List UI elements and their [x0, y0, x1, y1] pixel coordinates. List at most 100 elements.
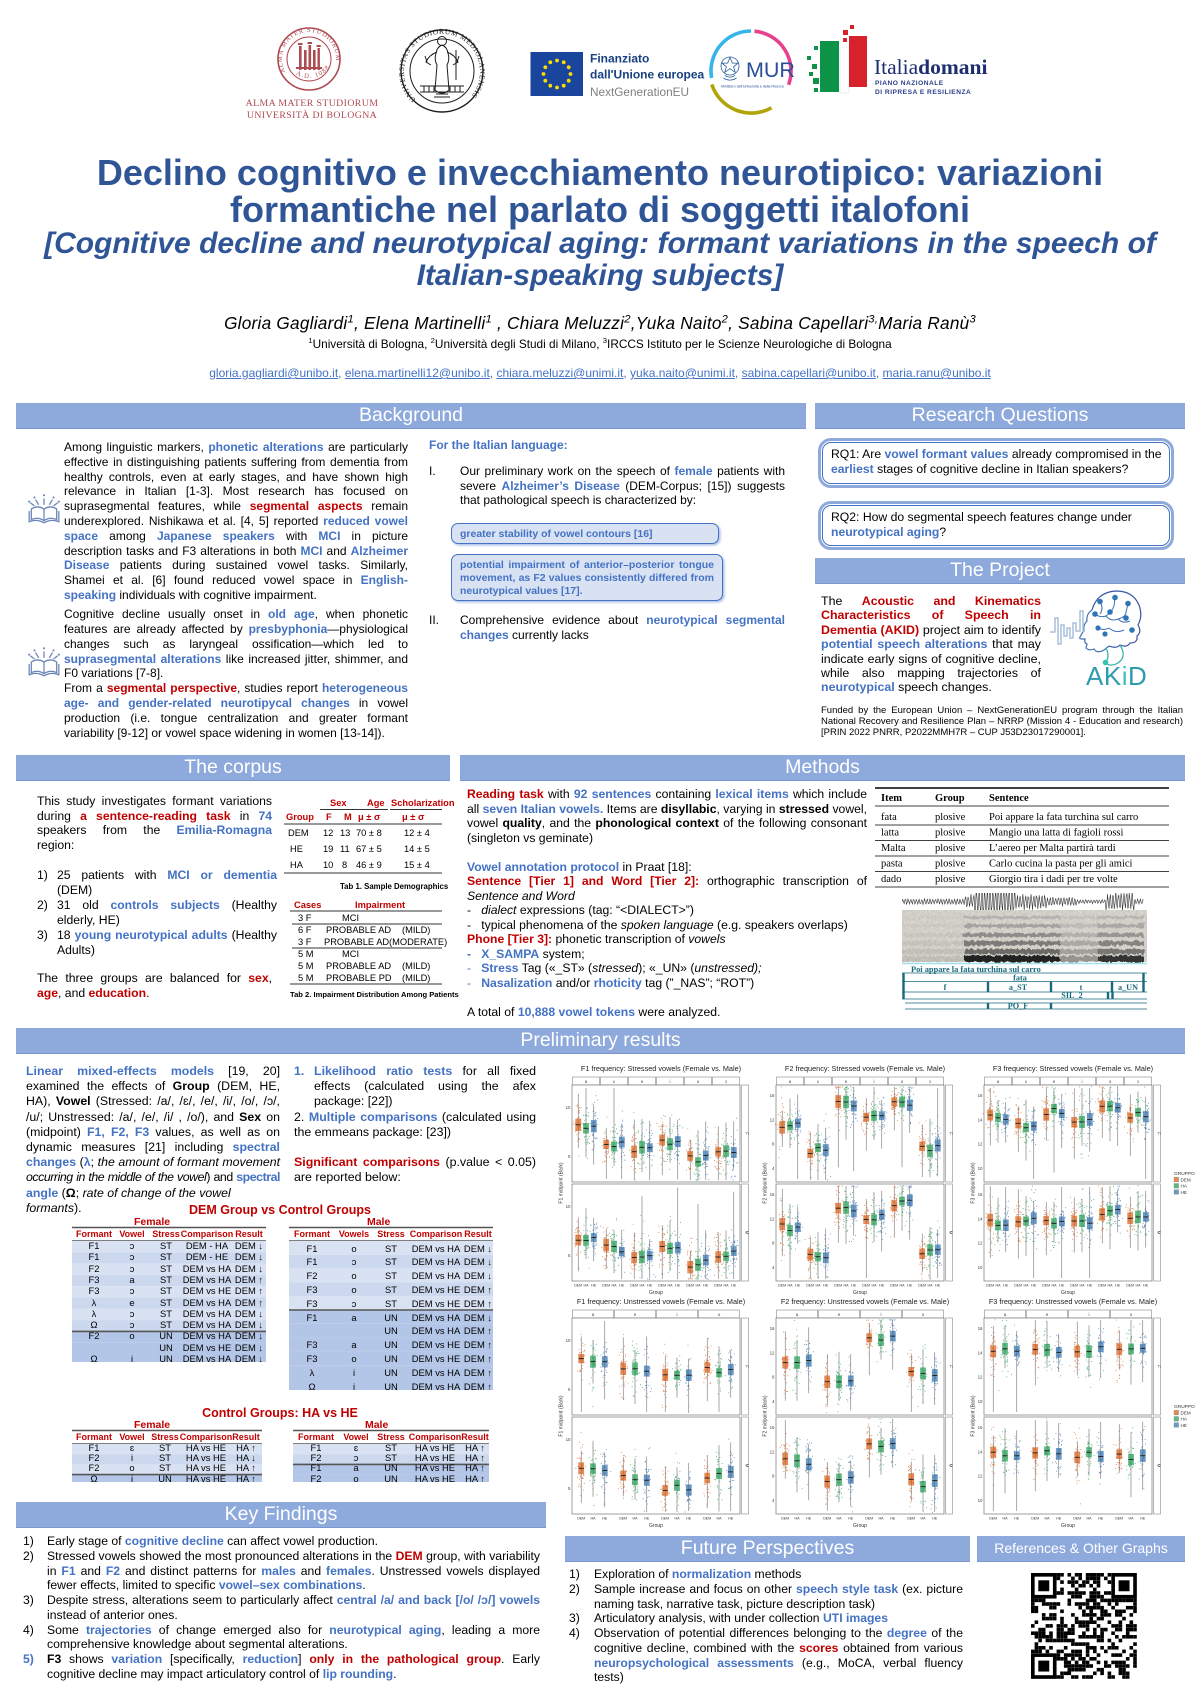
svg-text:HA ↑: HA ↑: [465, 1442, 485, 1453]
svg-text:Result: Result: [235, 1229, 262, 1239]
svg-text:F1: F1: [89, 1240, 100, 1251]
svg-text:Vowel: Vowel: [119, 1229, 144, 1239]
svg-text:HE: HE: [1115, 1284, 1121, 1288]
svg-text:HE: HE: [644, 1517, 650, 1521]
svg-text:DEM vs HE: DEM vs HE: [183, 1342, 231, 1353]
svg-text:a: a: [585, 1079, 588, 1084]
svg-text:HE: HE: [1059, 1284, 1065, 1288]
svg-text:HA vs HE: HA vs HE: [415, 1452, 455, 1463]
svg-text:DEM: DEM: [1031, 1517, 1039, 1521]
svg-text:DEM: DEM: [862, 1284, 870, 1288]
svg-text:DEM: DEM: [781, 1517, 789, 1521]
svg-text:DEM ↓: DEM ↓: [464, 1243, 492, 1254]
svg-text:HA ↓: HA ↓: [236, 1452, 256, 1463]
svg-text:F3: F3: [307, 1353, 318, 1364]
svg-text:fata: fata: [1013, 973, 1027, 982]
svg-text:ST: ST: [385, 1298, 397, 1309]
svg-text:ST: ST: [159, 1442, 171, 1453]
svg-text:i: i: [881, 1312, 882, 1317]
svg-text:HA ↑: HA ↑: [236, 1473, 256, 1482]
svg-text:ɛ: ɛ: [354, 1442, 359, 1453]
svg-text:Female: Female: [134, 1420, 170, 1431]
svg-text:GRUPPO: GRUPPO: [1174, 1171, 1195, 1177]
svg-text:Stress: Stress: [152, 1229, 179, 1239]
svg-text:Finanziato: Finanziato: [590, 52, 649, 66]
svg-text:F1: F1: [307, 1312, 318, 1323]
svg-text:ST: ST: [160, 1263, 172, 1274]
svg-text:DEM ↑: DEM ↑: [464, 1284, 492, 1295]
svg-text:F: F: [1157, 1365, 1162, 1368]
svg-text:HA: HA: [1108, 1284, 1114, 1288]
svg-text:o: o: [718, 1312, 721, 1317]
svg-text:a: a: [353, 1462, 359, 1473]
svg-text:HA: HA: [795, 1517, 801, 1521]
svg-text:ɔ: ɔ: [130, 1240, 135, 1251]
svg-text:HA vs HE: HA vs HE: [415, 1442, 455, 1453]
svg-text:Stress: Stress: [377, 1432, 404, 1442]
svg-text:DEM: DEM: [577, 1517, 585, 1521]
svg-text:Ω: Ω: [90, 1353, 97, 1362]
svg-text:o: o: [129, 1462, 134, 1473]
svg-text:F3: F3: [307, 1298, 318, 1309]
svg-text:Male: Male: [367, 1217, 390, 1228]
svg-text:o: o: [351, 1243, 356, 1254]
svg-text:UN: UN: [384, 1462, 398, 1473]
svg-text:HE: HE: [823, 1284, 829, 1288]
svg-text:14 ± 5: 14 ± 5: [404, 844, 430, 854]
svg-text:16: 16: [978, 1326, 983, 1331]
svg-text:HE: HE: [290, 844, 303, 854]
svg-text:i: i: [670, 1079, 671, 1084]
svg-text:ɔ: ɔ: [929, 1079, 932, 1084]
svg-text:DEM vs HA: DEM vs HA: [412, 1381, 461, 1390]
svg-text:DEM vs HA: DEM vs HA: [183, 1308, 232, 1319]
svg-text:12: 12: [978, 1142, 983, 1147]
svg-text:ST: ST: [385, 1270, 397, 1281]
svg-text:M: M: [745, 1231, 750, 1235]
svg-text:10: 10: [566, 1204, 571, 1209]
svg-text:DEM: DEM: [686, 1284, 694, 1288]
svg-text:DEM vs HE: DEM vs HE: [412, 1284, 460, 1295]
svg-text:e: e: [1053, 1079, 1056, 1084]
svg-text:HE: HE: [907, 1284, 913, 1288]
svg-text:HE: HE: [879, 1284, 885, 1288]
svg-text:DEM ↓: DEM ↓: [464, 1312, 492, 1323]
svg-text:3 F: 3 F: [298, 937, 312, 947]
svg-text:DEM ↓: DEM ↓: [235, 1240, 263, 1251]
svg-text:o: o: [351, 1284, 356, 1295]
svg-text:Group: Group: [286, 812, 314, 822]
svg-text:HA: HA: [696, 1284, 702, 1288]
svg-text:8: 8: [772, 1474, 775, 1479]
svg-text:Tab 2. Impairment Distribution: Tab 2. Impairment Distribution Among Pat…: [290, 990, 459, 999]
svg-text:HA: HA: [290, 860, 304, 870]
svg-text:10: 10: [566, 1338, 571, 1343]
svg-text:PO_F: PO_F: [1008, 1001, 1028, 1010]
svg-text:i: i: [353, 1381, 355, 1390]
svg-text:ST: ST: [385, 1256, 397, 1267]
svg-text:plosive: plosive: [935, 812, 966, 823]
svg-text:DEM: DEM: [703, 1517, 711, 1521]
svg-text:Cases: Cases: [294, 900, 321, 910]
svg-text:67 ± 5: 67 ± 5: [356, 844, 382, 854]
svg-text:16: 16: [770, 1093, 775, 1098]
svg-text:Poi appare la fata turchina su: Poi appare la fata turchina sul carro: [911, 965, 1041, 974]
svg-text:HA: HA: [584, 1284, 590, 1288]
svg-text:16: 16: [770, 1192, 775, 1197]
svg-text:DEM ↑: DEM ↑: [464, 1381, 492, 1390]
svg-text:DEM: DEM: [865, 1517, 873, 1521]
svg-text:dado: dado: [881, 874, 901, 885]
svg-text:plosive: plosive: [935, 843, 966, 854]
svg-text:Vowel: Vowel: [119, 1432, 144, 1442]
svg-text:plosive: plosive: [935, 859, 966, 870]
svg-text:HA ↑: HA ↑: [465, 1462, 485, 1473]
svg-text:Tab 1. Sample Demographics: Tab 1. Sample Demographics: [340, 882, 449, 891]
svg-text:DEM ↓: DEM ↓: [235, 1342, 263, 1353]
svg-text:6 F: 6 F: [298, 925, 312, 935]
svg-text:14: 14: [978, 1449, 983, 1454]
svg-text:F1: F1: [307, 1243, 318, 1254]
svg-text:Sex: Sex: [330, 798, 347, 808]
svg-text:F3 midpoint (Bark): F3 midpoint (Bark): [971, 1395, 977, 1436]
svg-text:e: e: [129, 1297, 134, 1308]
svg-text:16: 16: [978, 1425, 983, 1430]
svg-text:DEM: DEM: [1115, 1517, 1123, 1521]
svg-text:12: 12: [978, 1474, 983, 1479]
